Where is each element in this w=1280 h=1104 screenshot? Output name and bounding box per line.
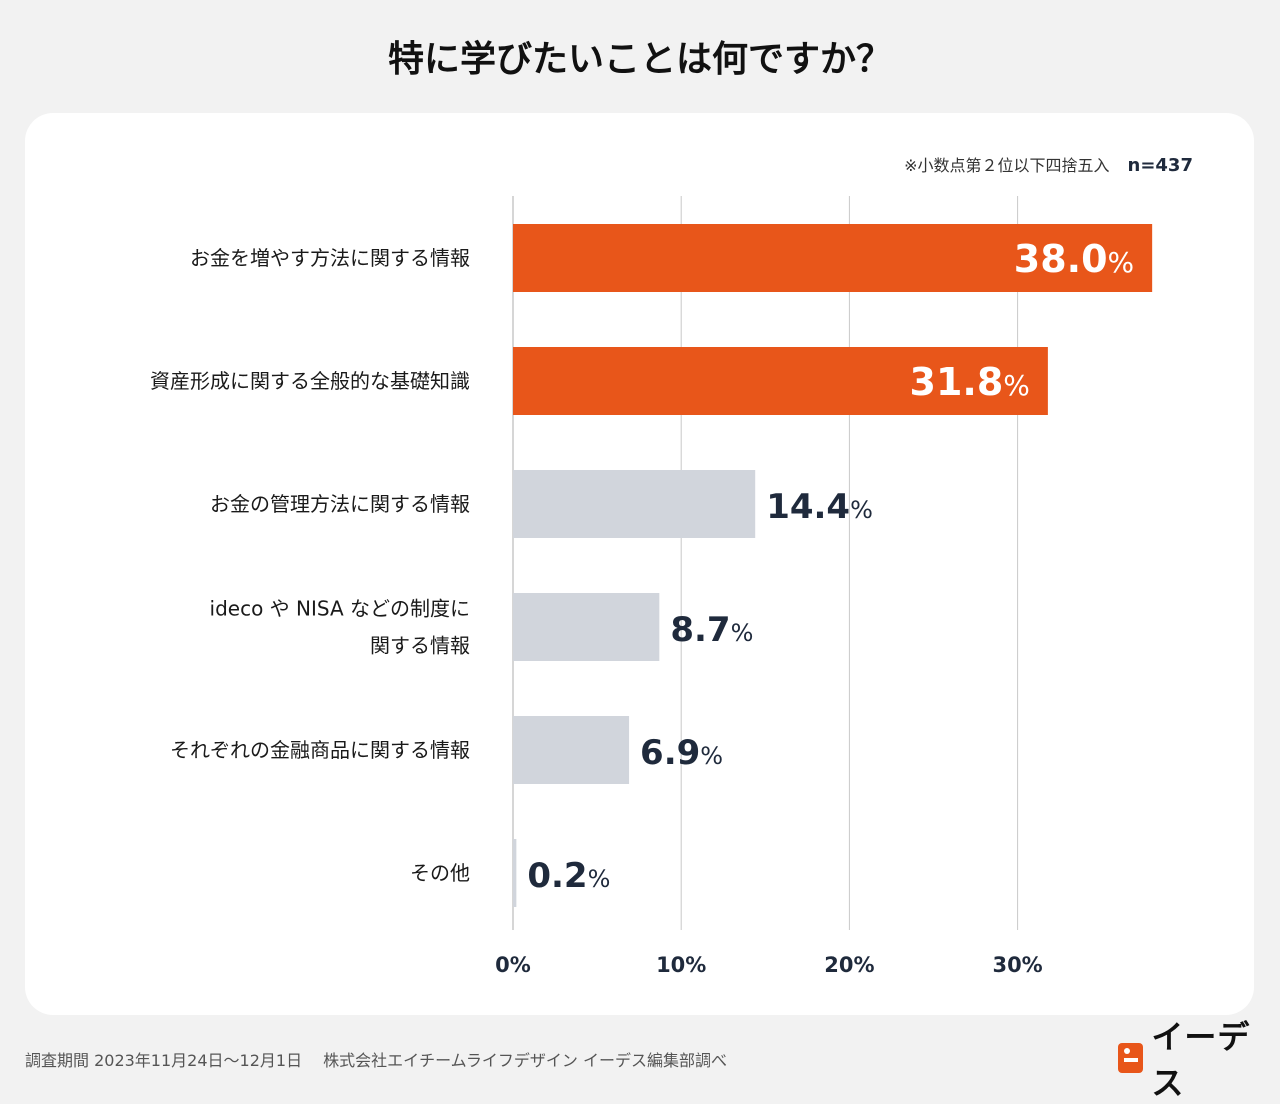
value-label: 0.2% [527, 856, 610, 896]
sample-size: n=437 [1127, 155, 1193, 176]
bar-6 [513, 839, 517, 907]
category-label: ideco や NISA などの制度に [210, 597, 470, 621]
category-label: 関する情報 [370, 634, 470, 658]
x-tick-label: 10% [656, 953, 706, 977]
category-label: お金の管理方法に関する情報 [210, 492, 470, 516]
x-tick-label: 30% [992, 953, 1042, 977]
value-label: 31.8% [910, 360, 1030, 404]
value-label: 38.0% [1014, 237, 1134, 281]
chart-title: 特に学びたいことは何ですか？ [387, 39, 892, 80]
bar-3 [513, 470, 756, 538]
category-label: お金を増やす方法に関する情報 [190, 246, 470, 270]
brand-logo[interactable]: イーデス [1118, 1018, 1280, 1102]
rounding-note: ※小数点第２位以下四捨五入 [904, 156, 1110, 175]
bar-4 [513, 593, 660, 661]
value-label: 6.9% [640, 733, 723, 773]
value-label: 8.7% [670, 610, 753, 650]
bar-5 [513, 716, 630, 784]
value-label: 14.4% [766, 487, 873, 527]
category-label: 資産形成に関する全般的な基礎知識 [150, 369, 470, 393]
x-tick-label: 0% [495, 953, 531, 977]
category-label: それぞれの金融商品に関する情報 [170, 738, 470, 762]
bar-2 [513, 347, 1048, 415]
category-label: その他 [410, 861, 470, 885]
chart-note: ※小数点第２位以下四捨五入 n=437 [904, 152, 1193, 176]
bar-1 [513, 224, 1153, 292]
survey-footer: 調査期間 2023年11月24日〜12月1日 株式会社エイチームライフデザイン … [25, 1051, 727, 1070]
x-tick-label: 20% [824, 953, 874, 977]
logo-icon [1118, 1043, 1144, 1073]
logo-text: イーデス [1151, 1018, 1251, 1102]
